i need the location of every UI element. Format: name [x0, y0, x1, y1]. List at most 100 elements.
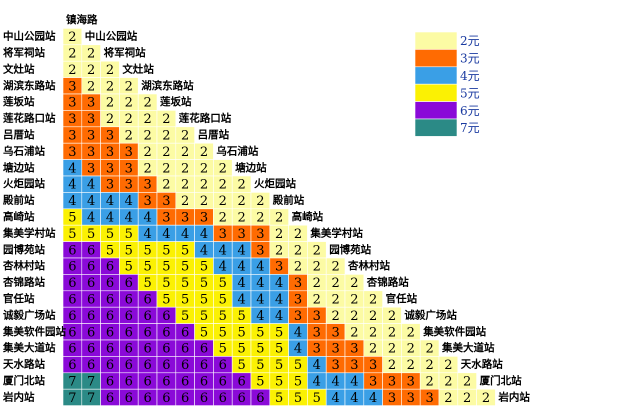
- legend-label: 6元: [460, 104, 480, 118]
- fare-value-label: 2: [313, 293, 321, 308]
- fare-value-label: 3: [407, 391, 415, 406]
- fare-value-label: 2: [162, 178, 170, 193]
- fare-value-label: 2: [106, 112, 114, 127]
- fare-value-label: 4: [275, 276, 283, 291]
- fare-value-label: 6: [162, 309, 170, 324]
- fare-value-label: 2: [125, 112, 133, 127]
- fare-value-label: 6: [143, 309, 151, 324]
- fare-value-label: 4: [106, 211, 114, 226]
- fare-value-label: 2: [463, 391, 471, 406]
- fare-value-label: 5: [200, 276, 208, 291]
- fare-value-label: 4: [237, 260, 245, 275]
- fare-value-label: 6: [125, 342, 133, 357]
- fare-value-label: 3: [106, 178, 114, 193]
- diagonal-station-label: 莲花路口站: [179, 112, 232, 125]
- fare-value-label: 4: [219, 260, 227, 275]
- fare-value-label: 3: [162, 211, 170, 226]
- fare-value-label: 2: [106, 63, 114, 78]
- fare-value-label: 2: [200, 161, 208, 176]
- diagonal-station-label: 天水路站: [461, 358, 503, 371]
- fare-value-label: 2: [162, 145, 170, 160]
- fare-value-label: 5: [256, 342, 264, 357]
- fare-value-label: 6: [87, 358, 95, 373]
- fare-value-label: 2: [388, 309, 396, 324]
- fare-value-label: 5: [68, 227, 76, 242]
- fare-value-label: 6: [106, 293, 114, 308]
- fare-value-label: 2: [369, 309, 377, 324]
- fare-value-label: 3: [87, 161, 95, 176]
- diagonal-station-label: 集美学村站: [309, 226, 363, 239]
- row-station-label: 殿前站: [2, 194, 35, 207]
- legend-label: 5元: [460, 86, 480, 100]
- fare-value-label: 5: [275, 375, 283, 390]
- fare-value-label: 3: [275, 260, 283, 275]
- fare-value-label: 2: [200, 145, 208, 160]
- fare-value-label: 2: [181, 161, 189, 176]
- fare-cells: 22 22 2 23 2 2 23 3 2 2 23 3 2 2 2 23 3 3 2 2 2 23 3 3 3 2 2 2 24 3 3 3…: [62, 28, 496, 406]
- fare-value-label: 4: [275, 293, 283, 308]
- fare-value-label: 6: [106, 358, 114, 373]
- fare-value-label: 6: [125, 375, 133, 390]
- fare-value-label: 3: [425, 391, 433, 406]
- row-station-label: 文灶站: [2, 62, 35, 75]
- fare-value-label: 2: [106, 96, 114, 111]
- row-station-label: 将军祠站: [3, 46, 45, 59]
- fare-value-label: 6: [68, 358, 76, 373]
- fare-value-label: 3: [256, 227, 264, 242]
- fare-value-label: 2: [350, 276, 358, 291]
- fare-value-label: 3: [68, 112, 76, 127]
- fare-value-label: 5: [200, 260, 208, 275]
- fare-value-label: 2: [181, 194, 189, 209]
- fare-value-label: 6: [87, 309, 95, 324]
- fare-value-label: 7: [68, 375, 76, 390]
- fare-value-label: 4: [256, 293, 264, 308]
- legend-swatch: [414, 83, 458, 102]
- fare-value-label: 2: [68, 30, 76, 45]
- fare-value-label: 5: [181, 243, 189, 258]
- fare-value-label: 5: [162, 243, 170, 258]
- row-station-label: 吕厝站: [3, 128, 35, 141]
- fare-value-label: 6: [143, 391, 151, 406]
- row-station-label: 高崎站: [3, 210, 35, 223]
- fare-value-label: 5: [294, 375, 302, 390]
- row-station-label: 集美学村站: [2, 226, 56, 239]
- fare-value-label: 3: [200, 211, 208, 226]
- fare-value-label: 6: [68, 293, 76, 308]
- fare-value-label: 4: [68, 178, 76, 193]
- diagonal-station-label: 岩内站: [497, 390, 530, 403]
- fare-value-label: 6: [143, 358, 151, 373]
- fare-value-label: 6: [200, 358, 208, 373]
- fare-value-label: 4: [143, 227, 151, 242]
- fare-value-label: 4: [313, 375, 321, 390]
- diagonal-station-label: 园博苑站: [329, 243, 371, 256]
- fare-value-label: 6: [219, 391, 227, 406]
- fare-value-label: 3: [369, 375, 377, 390]
- diagonal-station-label: 集美大道站: [441, 341, 495, 354]
- fare-value-label: 3: [313, 342, 321, 357]
- row-station-label: 园博苑站: [3, 243, 45, 256]
- fare-value-label: 5: [200, 309, 208, 324]
- fare-value-label: 3: [219, 227, 227, 242]
- diagonal-station-label: 殿前站: [272, 194, 305, 207]
- fare-value-label: 2: [162, 161, 170, 176]
- fare-value-label: 6: [106, 325, 114, 340]
- fare-value-label: 2: [331, 309, 339, 324]
- fare-value-label: 2: [181, 178, 189, 193]
- row-station-label: 中山公园站: [3, 30, 56, 43]
- fare-value-label: 4: [200, 227, 208, 242]
- fare-value-label: 4: [162, 227, 170, 242]
- row-station-label: 火炬园站: [3, 177, 45, 190]
- fare-value-label: 6: [162, 342, 170, 357]
- fare-value-label: 2: [162, 112, 170, 127]
- fare-value-label: 2: [463, 375, 471, 390]
- fare-value-label: 2: [200, 178, 208, 193]
- fare-value-label: 5: [219, 325, 227, 340]
- fare-value-label: 5: [294, 391, 302, 406]
- fare-value-label: 2: [256, 211, 264, 226]
- fare-value-label: 2: [350, 293, 358, 308]
- fare-value-label: 2: [181, 129, 189, 144]
- fare-value-label: 2: [181, 145, 189, 160]
- fare-value-label: 3: [331, 325, 339, 340]
- fare-value-label: 4: [68, 194, 76, 209]
